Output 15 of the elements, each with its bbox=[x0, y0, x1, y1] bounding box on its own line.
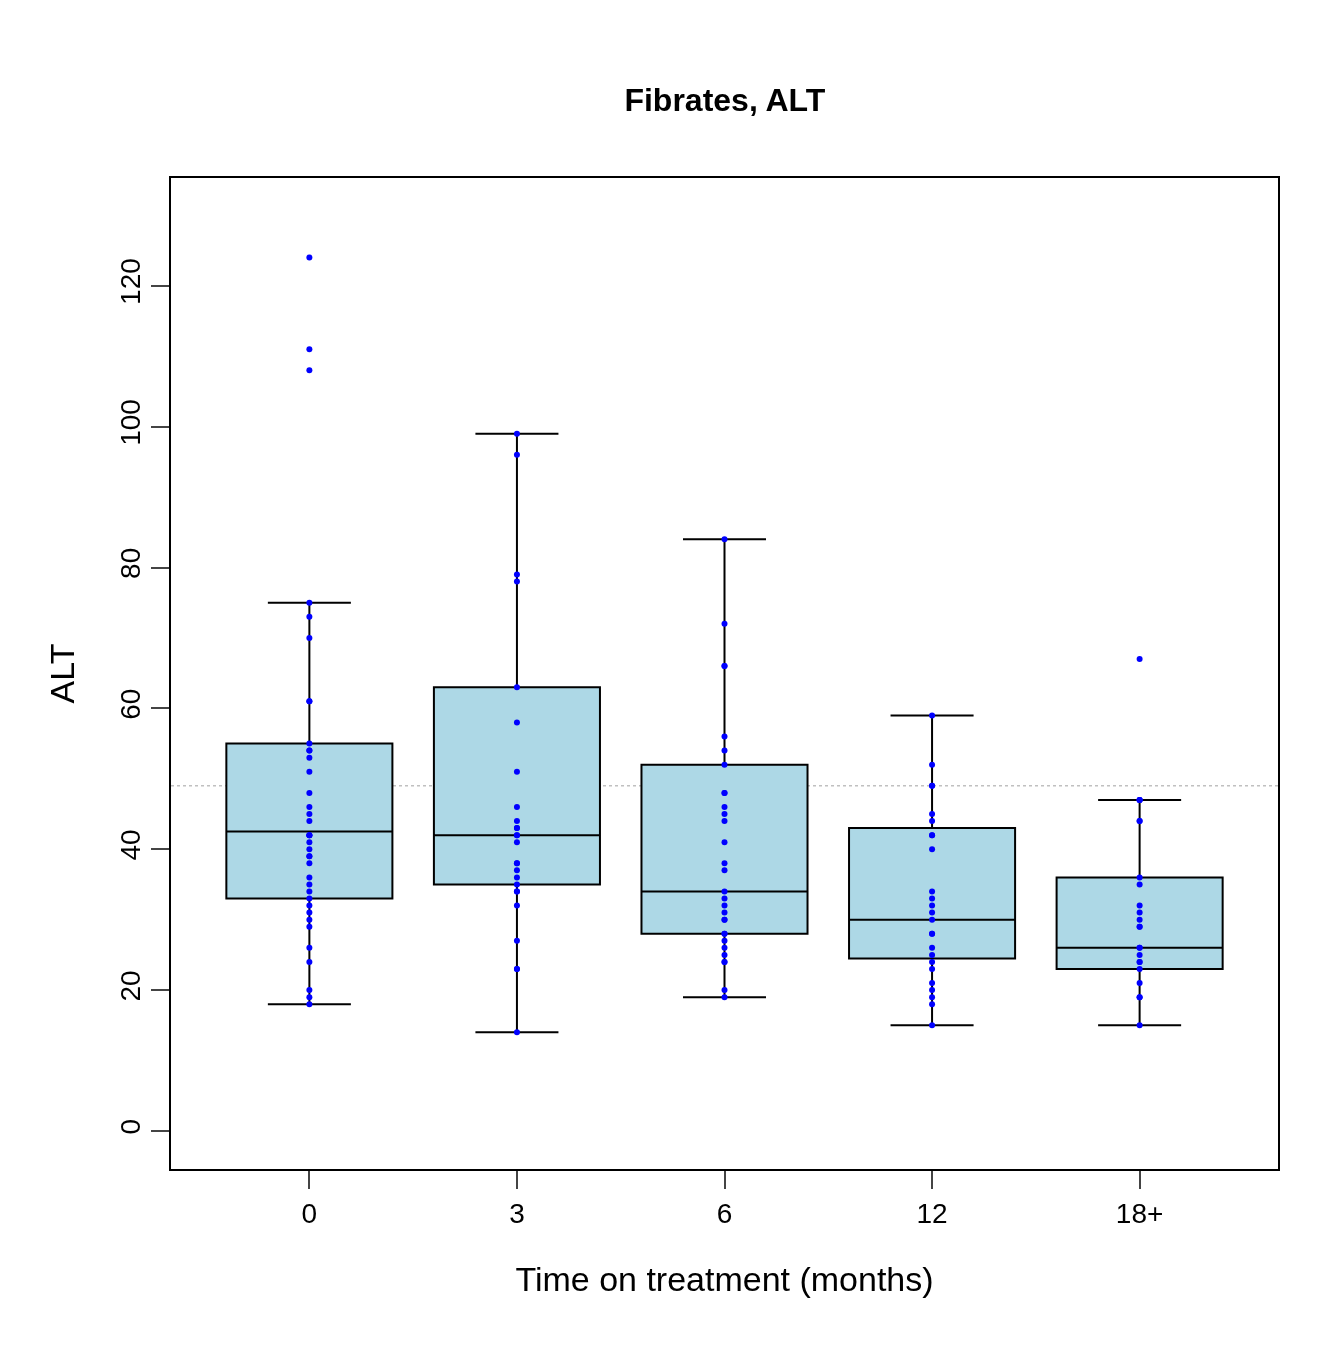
y-tick-label: 80 bbox=[114, 547, 146, 579]
x-tick-label: 12 bbox=[916, 1197, 948, 1229]
y-tick-label: 20 bbox=[114, 970, 146, 1002]
y-tick-label: 120 bbox=[114, 258, 146, 305]
y-tick-label: 0 bbox=[114, 1118, 146, 1135]
x-axis-title: Time on treatment (months) bbox=[515, 1260, 934, 1299]
x-tick-label: 6 bbox=[716, 1197, 733, 1229]
y-tick-label: 100 bbox=[114, 399, 146, 446]
x-tick-label: 0 bbox=[301, 1197, 318, 1229]
x-tick-label: 18+ bbox=[1115, 1197, 1164, 1229]
chart-title: Fibrates, ALT bbox=[624, 82, 826, 119]
y-axis-title: ALT bbox=[42, 643, 81, 704]
x-tick-label: 3 bbox=[509, 1197, 525, 1229]
y-tick-label: 60 bbox=[114, 688, 146, 720]
y-tick-label: 40 bbox=[114, 829, 146, 861]
